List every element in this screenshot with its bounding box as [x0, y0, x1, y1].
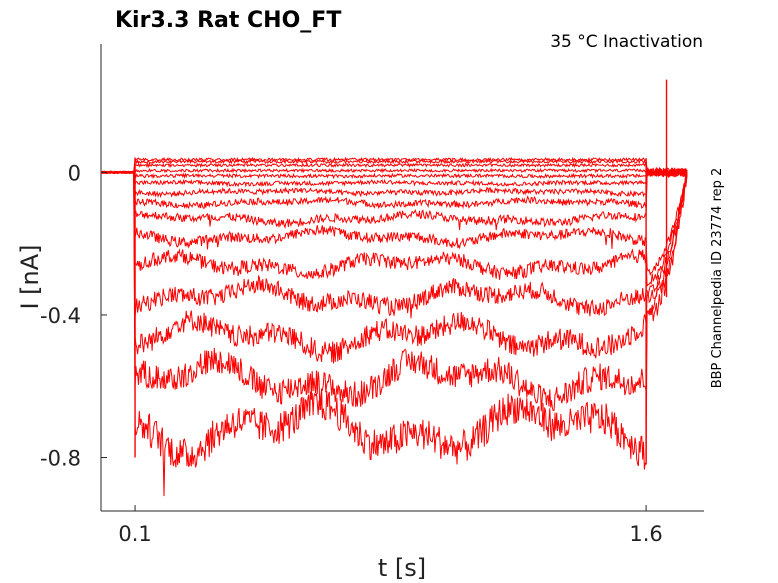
current-trace — [100, 156, 688, 178]
chart-subtitle: 35 °C Inactivation — [550, 32, 703, 52]
current-trace — [100, 166, 688, 231]
current-trace — [100, 158, 688, 177]
x-tick-label: 0.1 — [118, 522, 151, 546]
current-trace — [100, 169, 688, 319]
current-trace — [100, 170, 688, 497]
y-tick-label: -0.8 — [40, 447, 81, 471]
current-trace — [100, 171, 688, 412]
current-trace — [100, 167, 688, 199]
current-trace — [100, 170, 688, 277]
ticks-group: 0.1 1.6 0 -0.4 -0.8 — [40, 161, 663, 546]
y-axis-label: I [nA] — [16, 244, 44, 309]
side-label: BBP Channelpedia ID 23774 rep 2 — [710, 168, 725, 389]
current-trace — [100, 167, 688, 180]
x-tick-label: 1.6 — [629, 522, 662, 546]
y-tick-label: -0.4 — [40, 304, 81, 328]
current-trace — [101, 167, 688, 177]
current-trace — [100, 170, 688, 287]
chart-title: Kir3.3 Rat CHO_FT — [115, 8, 341, 33]
y-tick-label: 0 — [68, 161, 81, 185]
current-trace — [100, 170, 688, 364]
current-trace — [100, 167, 688, 210]
current-trace — [100, 162, 688, 178]
traces-group — [100, 79, 688, 497]
x-axis-label: t [s] — [378, 554, 426, 582]
current-trace — [100, 167, 688, 188]
